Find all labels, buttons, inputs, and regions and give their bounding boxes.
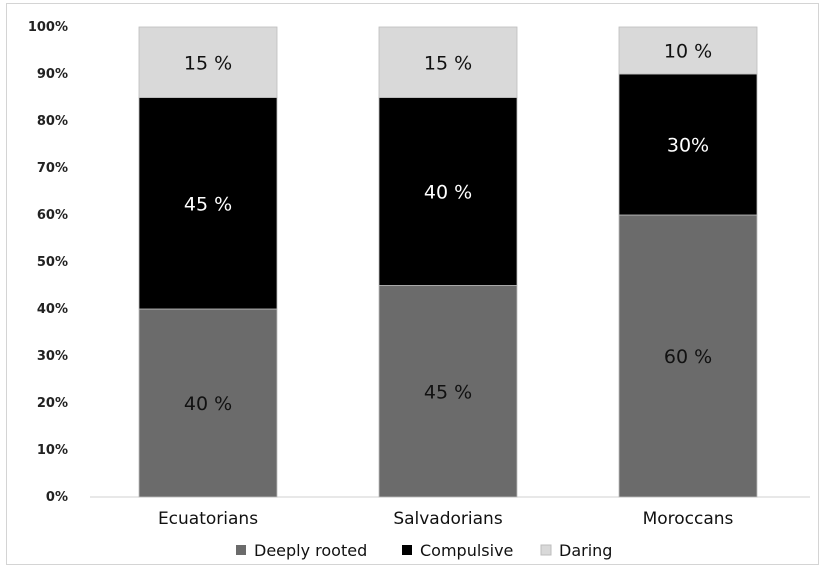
bar-segment (138, 97, 278, 310)
y-tick-label: 80% (37, 114, 68, 129)
y-tick-label: 60% (37, 208, 68, 223)
legend-swatch (402, 545, 412, 555)
y-tick-label: 100% (28, 20, 68, 35)
y-tick-label: 30% (37, 349, 68, 364)
bar-segment (378, 285, 518, 498)
category-label: Salvadorians (393, 509, 503, 529)
data-label: 45 % (184, 193, 232, 215)
bar-segment (378, 26, 518, 98)
legend-item: Deeply rooted (236, 541, 367, 560)
legend-swatch (236, 545, 246, 555)
x-axis-categories: Ecuatorians Salvadorians Moroccans (158, 509, 734, 529)
data-label: 10 % (664, 41, 712, 63)
legend-label: Deeply rooted (254, 541, 367, 560)
data-label: 60 % (664, 346, 712, 368)
legend-label: Daring (559, 541, 612, 560)
y-tick-label: 20% (37, 396, 68, 411)
data-label: 45 % (424, 381, 472, 403)
legend-label: Compulsive (420, 541, 513, 560)
y-tick-label: 10% (37, 443, 68, 458)
data-label: 15 % (424, 52, 472, 74)
legend-item: Daring (540, 541, 612, 560)
y-tick-label: 0% (46, 490, 68, 505)
data-label: 40 % (424, 182, 472, 204)
data-label: 15 % (184, 52, 232, 74)
legend-swatch (540, 544, 552, 556)
bar-segment (618, 214, 758, 498)
bar-segment (618, 73, 758, 216)
legend-item: Compulsive (402, 541, 513, 560)
data-label: 40 % (184, 393, 232, 415)
legend: Deeply rooted Compulsive Daring (236, 541, 612, 560)
data-label: 30% (667, 135, 709, 157)
bar-segment (378, 97, 518, 286)
y-tick-label: 70% (37, 161, 68, 176)
bars: 40 % 45 % 15 % 45 % 40 % 15 % 60 % 30% 10 % (138, 26, 758, 498)
chart-frame (6, 3, 819, 565)
category-label: Ecuatorians (158, 509, 258, 529)
bar-segment (138, 308, 278, 498)
y-axis: 0% 10% 20% 30% 40% 50% 60% 70% 80% 90% 100% (28, 20, 68, 505)
y-tick-label: 50% (37, 255, 68, 270)
category-label: Moroccans (643, 509, 734, 529)
bar-segment (138, 26, 278, 98)
y-tick-label: 40% (37, 302, 68, 317)
y-tick-label: 90% (37, 67, 68, 82)
bar-segment (618, 26, 758, 75)
